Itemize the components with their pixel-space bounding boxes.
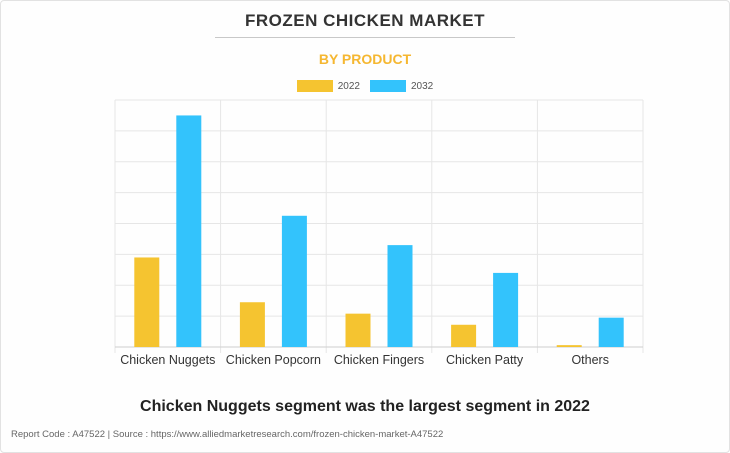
bar-2022-chicken-popcorn [239,302,265,347]
legend-item-2032[interactable]: 2032 [370,80,433,92]
footer-source: Report Code : A47522 | Source : https://… [11,429,444,440]
x-tick-label: Others [571,353,609,367]
legend-swatch-2022 [296,80,333,92]
bar-2032-chicken-popcorn [281,215,307,347]
legend: 2022 2032 [0,80,730,92]
bar-2032-chicken-patty [493,272,519,347]
bar-2022-chicken-fingers [345,313,371,347]
bar-2032-chicken-nuggets [176,115,202,347]
x-tick-label: Chicken Patty [446,353,524,367]
legend-item-2022[interactable]: 2022 [296,80,360,92]
x-tick-label: Chicken Popcorn [226,353,321,367]
legend-label-2022: 2022 [337,80,360,92]
x-tick-label: Chicken Nuggets [120,353,215,367]
chart-subtitle: BY PRODUCT [318,51,412,67]
bar-2022-others [556,345,582,347]
chart-headline: Chicken Nuggets segment was the largest … [140,398,590,415]
chart-title: FROZEN CHICKEN MARKET [245,11,485,30]
bar-2022-chicken-nuggets [134,257,160,347]
bar-2032-others [598,317,624,347]
title-divider [215,37,515,38]
bar-2032-chicken-fingers [387,245,413,347]
x-tick-label: Chicken Fingers [334,353,424,367]
bar-2022-chicken-patty [451,324,477,347]
legend-swatch-2032 [370,80,406,92]
legend-label-2032: 2032 [411,80,434,92]
